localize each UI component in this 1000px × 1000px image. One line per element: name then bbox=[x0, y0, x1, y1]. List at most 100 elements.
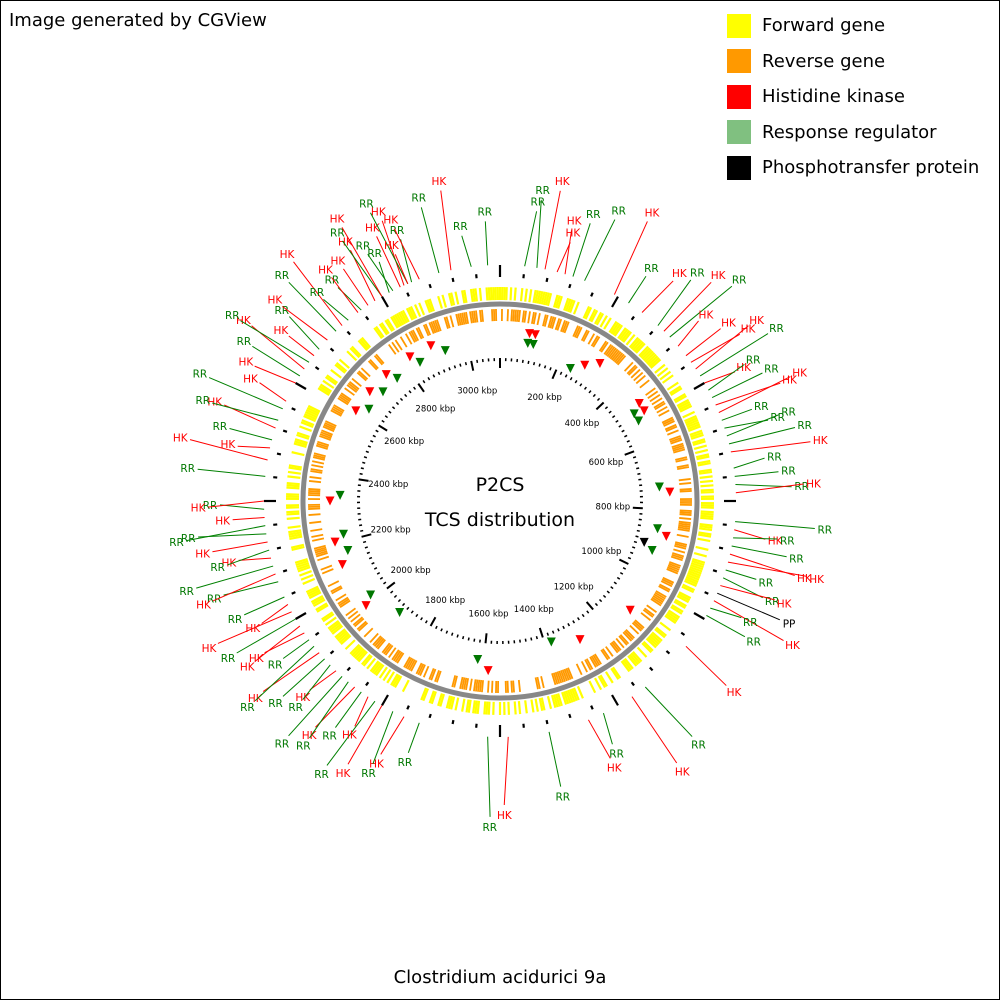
forward-gene-mark bbox=[324, 616, 337, 626]
tcs-marker-hk bbox=[426, 341, 436, 351]
feature-leader-line bbox=[212, 541, 268, 553]
reverse-gene-mark bbox=[320, 564, 333, 571]
tcs-marker-rr bbox=[629, 409, 639, 419]
forward-gene-mark bbox=[349, 347, 361, 359]
reverse-gene-mark bbox=[554, 671, 561, 684]
feature-label-hk: HK bbox=[338, 237, 354, 249]
reverse-gene-mark bbox=[659, 583, 671, 591]
minor-tick bbox=[602, 594, 607, 598]
forward-gene-mark bbox=[349, 643, 361, 655]
reverse-gene-mark bbox=[670, 438, 683, 445]
forward-gene-mark bbox=[330, 623, 342, 634]
kbp-tick-label: 2400 kbp bbox=[368, 480, 408, 490]
forward-gene-mark bbox=[635, 342, 646, 354]
forward-gene-mark bbox=[622, 331, 633, 343]
forward-gene-mark bbox=[439, 693, 445, 707]
forward-gene-mark bbox=[327, 619, 340, 630]
feature-leader-line bbox=[197, 468, 266, 477]
feature-leader-line bbox=[724, 419, 769, 429]
feature-leader-line bbox=[725, 569, 757, 580]
feature-label-hk: HK bbox=[302, 730, 318, 742]
reverse-gene-mark bbox=[517, 679, 521, 693]
feature-label-rr: RR bbox=[237, 336, 252, 348]
reverse-gene-mark bbox=[654, 402, 666, 411]
major-tick bbox=[551, 369, 558, 380]
reverse-gene-mark bbox=[314, 548, 327, 554]
major-tick bbox=[429, 616, 437, 627]
legend-swatch-histidine-kinase bbox=[727, 84, 751, 109]
reverse-gene-mark bbox=[627, 366, 638, 376]
feature-label-rr: RR bbox=[390, 225, 405, 237]
reverse-gene-mark bbox=[676, 464, 689, 469]
feature-leader-line bbox=[208, 377, 283, 410]
tcs-marker-hk bbox=[639, 406, 649, 416]
forward-gene-mark bbox=[375, 325, 385, 338]
forward-gene-mark bbox=[599, 315, 608, 328]
forward-gene-mark bbox=[328, 621, 341, 632]
reverse-gene-mark bbox=[457, 313, 462, 326]
feature-leader-line bbox=[564, 230, 573, 275]
reverse-gene-mark bbox=[660, 580, 673, 588]
minor-tick bbox=[594, 602, 599, 607]
feature-label-hk: HK bbox=[555, 176, 571, 188]
forward-gene-mark bbox=[693, 444, 707, 451]
forward-gene-mark bbox=[642, 640, 654, 652]
reverse-gene-mark bbox=[404, 333, 413, 345]
forward-gene-mark bbox=[472, 288, 476, 302]
feature-leader-line bbox=[255, 625, 301, 662]
feature-leader-line bbox=[229, 428, 273, 441]
feature-leader-line bbox=[293, 261, 343, 326]
reverse-gene-mark bbox=[666, 568, 679, 575]
feature-label-rr: RR bbox=[690, 267, 705, 279]
feature-label-rr: RR bbox=[288, 702, 303, 714]
tcs-marker-hk bbox=[381, 370, 391, 380]
forward-gene-mark bbox=[513, 287, 517, 301]
forward-gene-mark bbox=[393, 314, 403, 327]
feature-leader-line bbox=[331, 277, 359, 313]
forward-gene-mark bbox=[588, 308, 597, 322]
forward-gene-mark bbox=[485, 287, 489, 301]
reverse-gene-mark bbox=[540, 676, 545, 689]
forward-gene-mark bbox=[359, 338, 370, 350]
forward-gene-mark bbox=[670, 387, 683, 397]
feature-leader-line bbox=[400, 239, 413, 283]
forward-gene-mark bbox=[644, 352, 656, 363]
forward-gene-mark bbox=[426, 299, 433, 313]
feature-label-rr: RR bbox=[817, 524, 832, 536]
minor-tick bbox=[372, 434, 376, 438]
forward-gene-mark bbox=[447, 695, 454, 710]
major-tick bbox=[624, 450, 635, 456]
tcs-marker-hk bbox=[575, 635, 585, 645]
feature-label-hk: HK bbox=[215, 515, 231, 527]
minor-tick bbox=[375, 429, 379, 433]
feature-leader-line bbox=[602, 712, 613, 745]
reverse-gene-mark bbox=[391, 649, 400, 661]
reverse-gene-mark bbox=[430, 668, 437, 681]
forward-gene-mark bbox=[552, 294, 559, 308]
outer-scale-tick bbox=[665, 347, 671, 352]
reverse-gene-mark bbox=[565, 668, 572, 680]
forward-gene-mark bbox=[639, 347, 651, 359]
reverse-gene-mark bbox=[549, 316, 555, 329]
forward-gene-mark bbox=[627, 655, 638, 667]
reverse-gene-mark bbox=[443, 316, 449, 329]
forward-gene-mark bbox=[630, 338, 641, 350]
tcs-marker-hk bbox=[405, 352, 415, 362]
feature-leader-line bbox=[695, 325, 749, 370]
outer-scale-tick bbox=[428, 283, 432, 289]
minor-tick bbox=[383, 581, 387, 585]
outer-scale-tick bbox=[712, 569, 718, 573]
reverse-gene-mark bbox=[360, 367, 371, 378]
minor-tick bbox=[395, 401, 400, 406]
forward-gene-mark bbox=[373, 327, 383, 340]
minor-tick bbox=[636, 467, 640, 470]
forward-gene-mark bbox=[546, 695, 553, 710]
gene-tracks-layer bbox=[286, 287, 714, 715]
feature-leader-line bbox=[354, 696, 369, 727]
reverse-gene-mark bbox=[358, 370, 369, 380]
outer-scale-tick bbox=[665, 650, 671, 655]
forward-gene-mark bbox=[692, 438, 706, 444]
outer-scale-tick bbox=[545, 277, 549, 283]
reverse-gene-mark bbox=[487, 680, 490, 693]
forward-gene-mark bbox=[654, 628, 666, 639]
